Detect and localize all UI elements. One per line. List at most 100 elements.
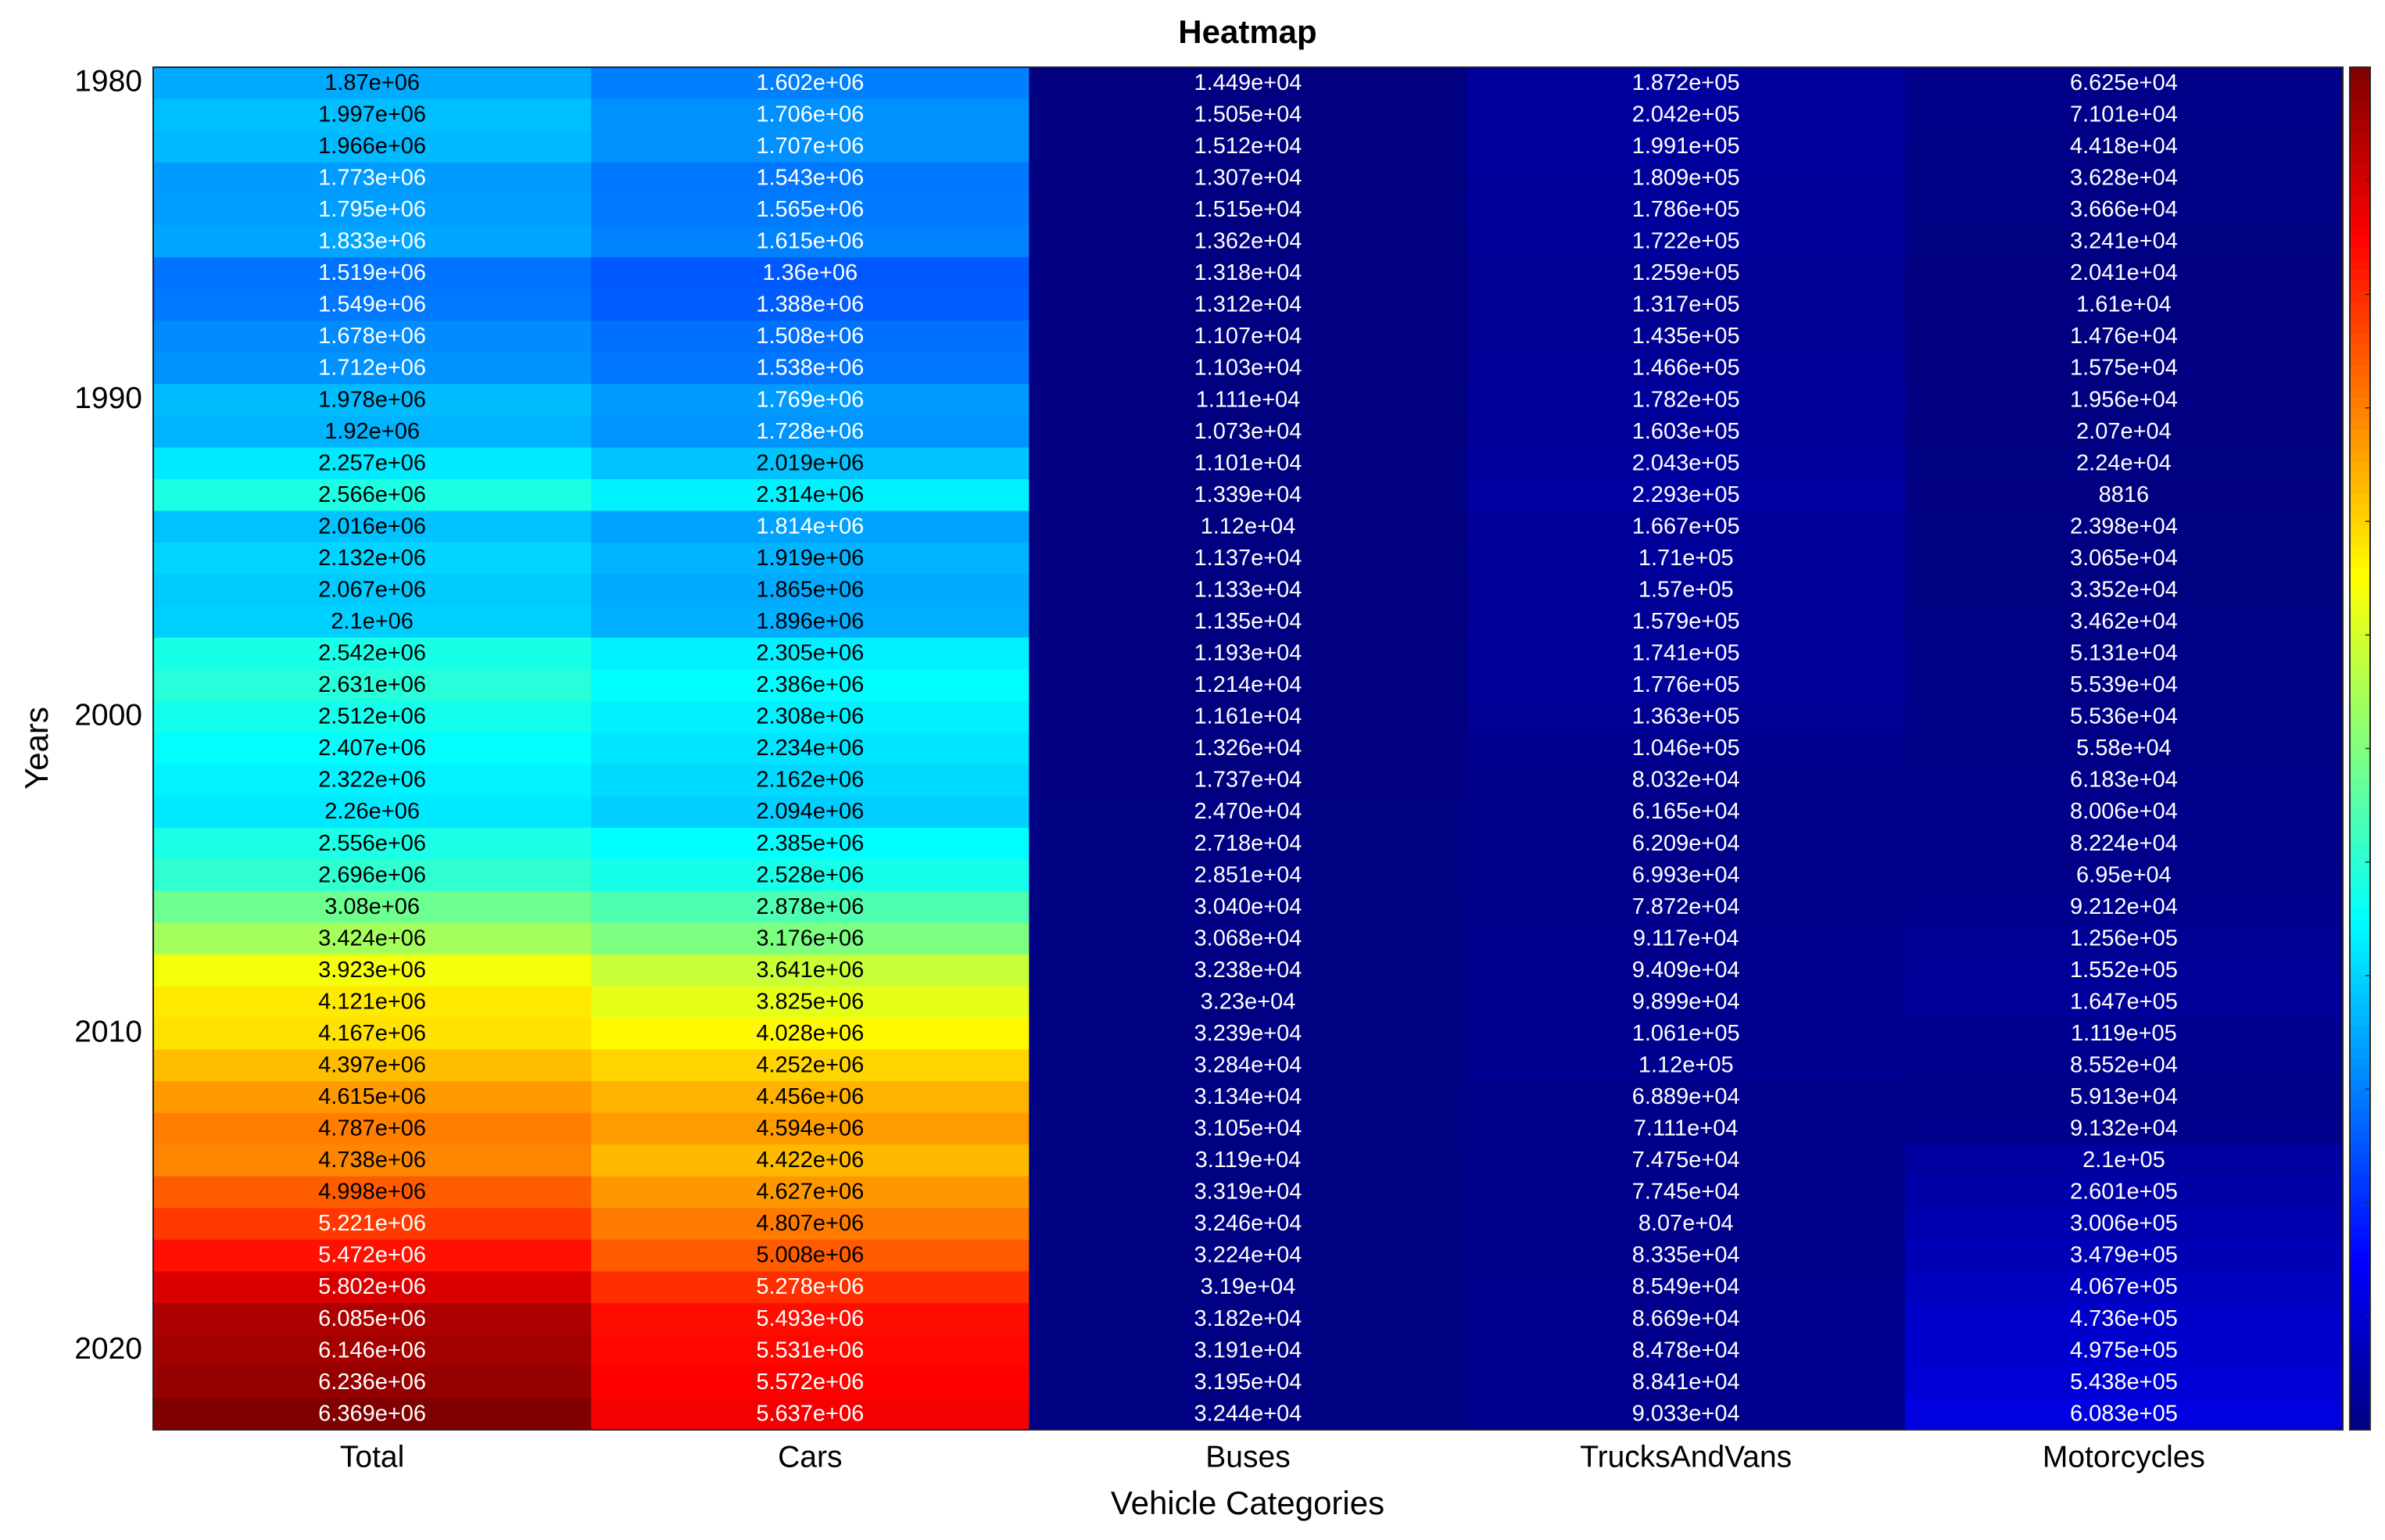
- cell-label: 2.528e+06: [756, 862, 864, 887]
- heatmap-cell: [1904, 669, 2344, 702]
- colorbar-segment: [2350, 854, 2370, 866]
- colorbar-segment: [2350, 1195, 2370, 1207]
- cell-label: 1.603e+05: [1632, 419, 1740, 444]
- cell-label: 3.479e+05: [2070, 1243, 2178, 1268]
- heatmap-cell: [591, 1176, 1030, 1209]
- cell-label: 1.773e+06: [318, 166, 426, 191]
- heatmap-cell: [591, 98, 1030, 131]
- heatmap-cell: [1904, 954, 2344, 987]
- cell-label: 1.363e+05: [1632, 704, 1740, 729]
- cell-label: 1.997e+06: [318, 102, 426, 127]
- heatmap-cell: [1029, 131, 1468, 163]
- colorbar-segment: [2350, 727, 2370, 739]
- cell-label: 1.575e+04: [2070, 356, 2178, 381]
- y-tick-label: 2000: [74, 698, 142, 732]
- cell-label: 3.19e+04: [1201, 1274, 1296, 1299]
- cell-label: 2.305e+06: [756, 641, 864, 666]
- heatmap-cell: [591, 478, 1030, 512]
- cell-label: 2.1e+06: [331, 609, 414, 634]
- colorbar-segment: [2350, 1121, 2370, 1133]
- cell-label: 4.738e+06: [318, 1148, 426, 1173]
- heatmap-cell: [591, 194, 1030, 227]
- cell-label: 5.802e+06: [318, 1274, 426, 1299]
- cell-label: 4.787e+06: [318, 1116, 426, 1141]
- cell-label: 3.182e+04: [1194, 1306, 1302, 1331]
- heatmap-cell: [1904, 352, 2344, 385]
- colorbar-segment: [2350, 716, 2370, 728]
- colorbar-segment: [2350, 790, 2370, 803]
- cell-label: 2.314e+06: [756, 482, 864, 507]
- heatmap-cell: [1904, 796, 2344, 829]
- cell-label: 1.57e+05: [1638, 577, 1734, 602]
- heatmap-cell: [1029, 98, 1468, 131]
- colorbar-segment: [2350, 759, 2370, 771]
- cell-label: 1.515e+04: [1194, 197, 1302, 222]
- cell-label: 1.12e+05: [1638, 1053, 1734, 1078]
- colorbar-segment: [2350, 301, 2370, 313]
- heatmap-cell: [591, 225, 1030, 258]
- cell-label: 5.531e+06: [756, 1338, 864, 1363]
- cell-label: 6.209e+04: [1632, 831, 1740, 856]
- heatmap-cell: [591, 510, 1030, 543]
- cell-label: 1.103e+04: [1194, 356, 1302, 381]
- cell-label: 1.214e+04: [1194, 672, 1302, 697]
- heatmap-cell: [153, 1144, 592, 1177]
- cell-label: 3.006e+05: [2070, 1211, 2178, 1236]
- heatmap-cell: [153, 859, 592, 892]
- cell-label: 1.966e+06: [318, 134, 426, 159]
- heatmap-cell: [591, 700, 1030, 733]
- heatmap-cell: [153, 1112, 592, 1145]
- heatmap-cell: [591, 67, 1030, 100]
- cell-label: 5.472e+06: [318, 1243, 426, 1268]
- heatmap-cell: [1466, 1334, 1906, 1367]
- cell-label: 9.409e+04: [1632, 958, 1740, 983]
- cell-label: 8.032e+04: [1632, 768, 1740, 793]
- y-axis-label: Years: [18, 707, 55, 790]
- colorbar-segment: [2350, 844, 2370, 856]
- cell-label: 5.221e+06: [318, 1211, 426, 1236]
- cell-label: 8.841e+04: [1632, 1370, 1740, 1395]
- cell-label: 5.278e+06: [756, 1274, 864, 1299]
- colorbar-segment: [2350, 1270, 2370, 1281]
- heatmap-cell: [1466, 257, 1906, 290]
- colorbar-segment: [2350, 1014, 2370, 1026]
- heatmap-cell: [1029, 922, 1468, 955]
- heatmap-cell: [591, 1049, 1030, 1082]
- colorbar-segment: [2350, 706, 2370, 718]
- heatmap-cell: [153, 510, 592, 543]
- colorbar-segment: [2350, 557, 2370, 568]
- cell-label: 4.456e+06: [756, 1084, 864, 1109]
- heatmap-cell: [153, 669, 592, 702]
- cell-label: 8.552e+04: [2070, 1053, 2178, 1078]
- cell-label: 4.028e+06: [756, 1021, 864, 1046]
- cell-label: 5.438e+05: [2070, 1370, 2178, 1395]
- cell-label: 5.539e+04: [2070, 672, 2178, 697]
- heatmap-cell: [591, 574, 1030, 607]
- heatmap-cell: [1466, 288, 1906, 321]
- colorbar-segment: [2350, 1313, 2370, 1324]
- cell-label: 2.601e+05: [2070, 1180, 2178, 1205]
- cell-label: 2.851e+04: [1194, 862, 1302, 887]
- heatmap-cell: [1904, 764, 2344, 797]
- colorbar-segment: [2350, 428, 2370, 441]
- colorbar-segment: [2350, 1089, 2370, 1101]
- heatmap-cell: [1029, 954, 1468, 987]
- cell-label: 1.87e+06: [324, 70, 420, 95]
- heatmap-cell: [1904, 1081, 2344, 1114]
- heatmap-cell: [591, 257, 1030, 290]
- heatmap-cell: [1466, 1398, 1906, 1431]
- cell-label: 5.008e+06: [756, 1243, 864, 1268]
- colorbar-segment: [2350, 492, 2370, 504]
- cell-label: 3.241e+04: [2070, 229, 2178, 254]
- heatmap-cell: [591, 321, 1030, 353]
- colorbar-segment: [2350, 1004, 2370, 1015]
- colorbar-segment: [2350, 439, 2370, 451]
- heatmap-cell: [153, 827, 592, 860]
- cell-label: 9.899e+04: [1632, 989, 1740, 1014]
- cell-label: 7.872e+04: [1632, 894, 1740, 919]
- cell-label: 1.991e+05: [1632, 134, 1740, 159]
- cell-label: 3.068e+04: [1194, 926, 1302, 951]
- heatmap-cell: [1029, 1366, 1468, 1399]
- heatmap-cell: [1904, 447, 2344, 480]
- colorbar-segment: [2350, 386, 2370, 398]
